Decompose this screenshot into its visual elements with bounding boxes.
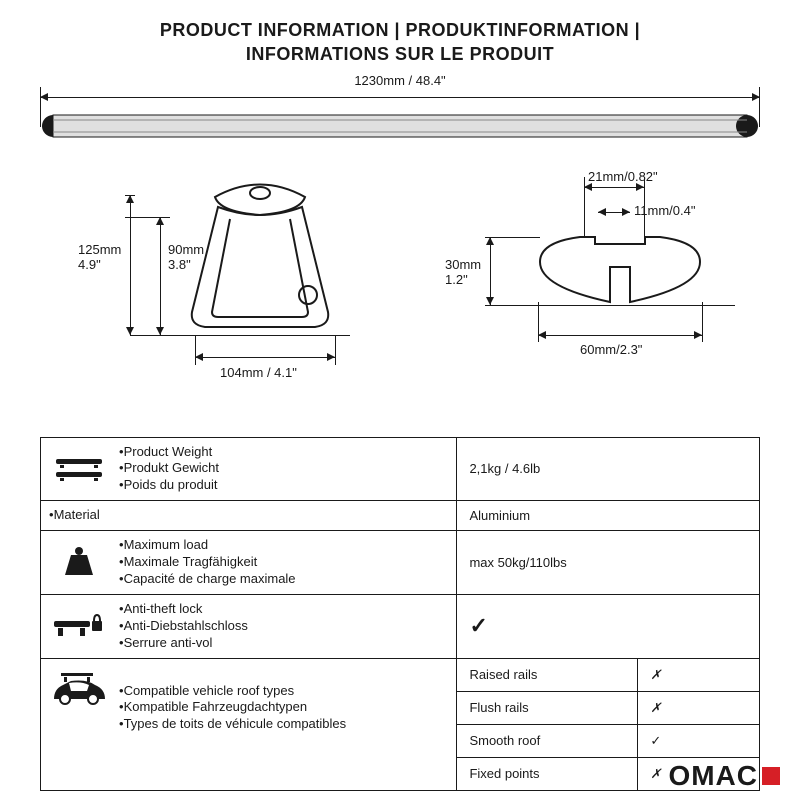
brand-square-icon [762,767,780,785]
weight-value: 2,1kg / 4.6lb [457,438,759,501]
profile-w-label: 60mm/2.3" [580,342,642,357]
foot-w-label: 104mm / 4.1" [220,365,297,380]
crossbar-side-view [40,113,760,139]
row-material: Material Aluminium [41,501,759,531]
title-line1: PRODUCT INFORMATION | PRODUKTINFORMATION… [40,18,760,42]
spec-table: Product Weight Produkt Gewicht Poids du … [40,437,760,791]
page-title: PRODUCT INFORMATION | PRODUKTINFORMATION… [0,0,800,77]
weight-icon [49,545,109,579]
profile-diagram [510,222,730,332]
lock-value: ✓ [457,595,759,658]
material-value: Aluminium [457,501,759,530]
row-lock: Anti-theft lock Anti-Diebstahlschloss Se… [41,595,759,659]
foot-h2-label: 125mm 4.9" [78,242,121,273]
row-maxload: Maximum load Maximale Tragfähigkeit Capa… [41,531,759,595]
row-weight: Product Weight Produkt Gewicht Poids du … [41,438,759,502]
title-line2: INFORMATIONS SUR LE PRODUIT [40,42,760,66]
car-icon [49,665,109,707]
brand-text: OMAC [668,760,758,792]
profile-slot-label: 11mm/0.4" [634,203,695,218]
bar-length-label: 1230mm / 48.4" [354,73,445,88]
profile-top-label: 21mm/0.82" [588,169,658,184]
row-rooftype: Compatible vehicle roof types Kompatible… [41,659,759,790]
brand-logo: OMAC [668,760,780,792]
dimension-diagrams: 1230mm / 48.4" 125mm 4.9" 90mm 3.8" [40,77,760,427]
maxload-value: max 50kg/110lbs [457,531,759,594]
lock-icon [49,611,109,641]
bars-icon [49,454,109,484]
profile-h-label: 30mm 1.2" [445,257,481,288]
foot-h1-label: 90mm 3.8" [168,242,204,273]
